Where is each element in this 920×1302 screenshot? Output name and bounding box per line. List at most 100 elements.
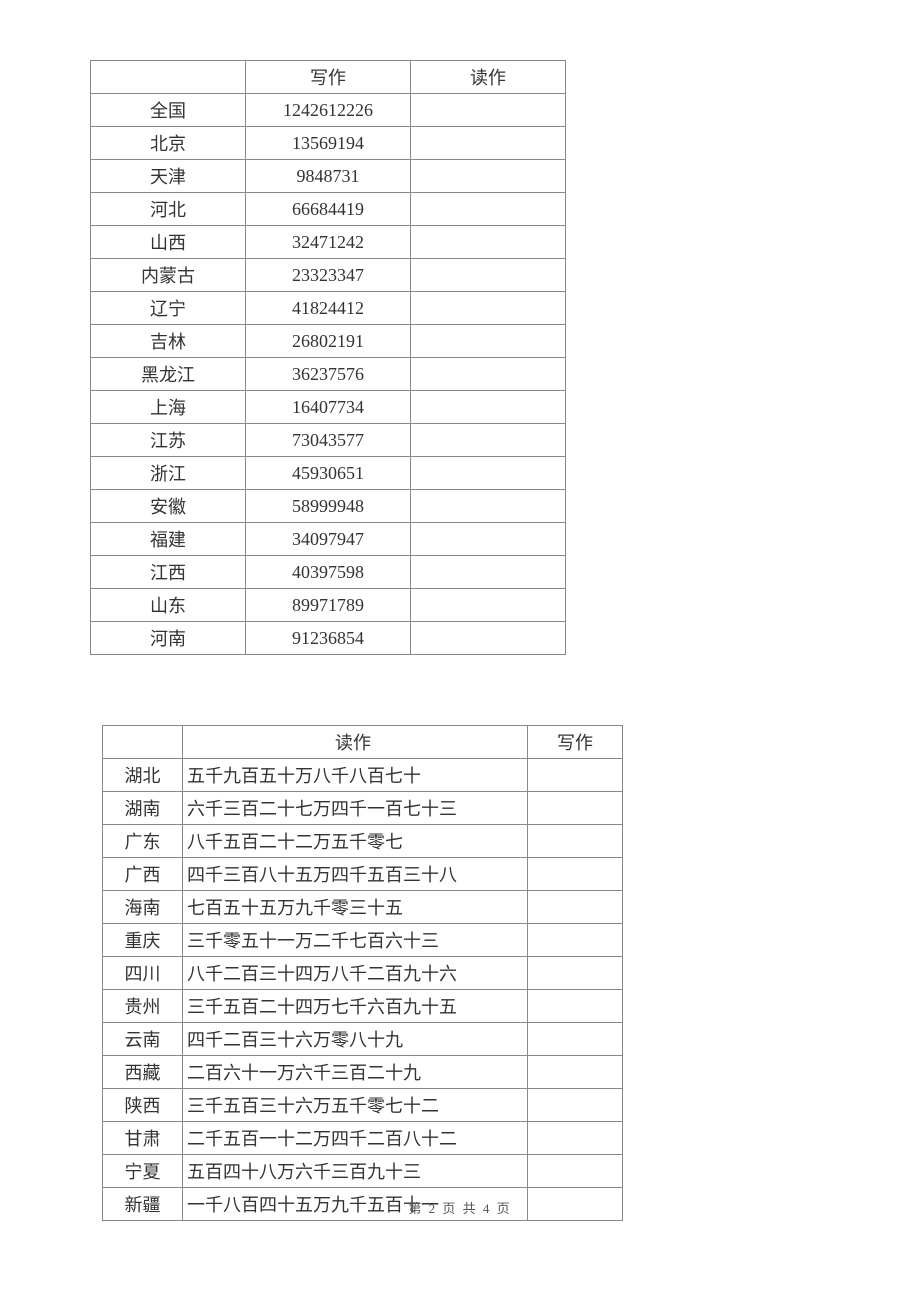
- read-value: [411, 523, 566, 556]
- read-value: 三千五百三十六万五千零七十二: [183, 1089, 528, 1122]
- region-label: 全国: [91, 94, 246, 127]
- region-label: 河北: [91, 193, 246, 226]
- read-value: [411, 94, 566, 127]
- write-value: [528, 1023, 623, 1056]
- read-value: [411, 358, 566, 391]
- write-value: [528, 957, 623, 990]
- table-row: 河北66684419: [91, 193, 566, 226]
- write-value: [528, 825, 623, 858]
- region-label: 河南: [91, 622, 246, 655]
- table-header-row: 写作读作: [91, 61, 566, 94]
- region-label: 四川: [103, 957, 183, 990]
- read-value: [411, 622, 566, 655]
- read-value: [411, 391, 566, 424]
- write-value: [528, 858, 623, 891]
- region-label: 湖南: [103, 792, 183, 825]
- read-value: 四千二百三十六万零八十九: [183, 1023, 528, 1056]
- region-label: 广西: [103, 858, 183, 891]
- table-row: 吉林26802191: [91, 325, 566, 358]
- table-row: 辽宁41824412: [91, 292, 566, 325]
- region-label: 山东: [91, 589, 246, 622]
- table-row: 天津9848731: [91, 160, 566, 193]
- region-label: 贵州: [103, 990, 183, 1023]
- read-value: [411, 424, 566, 457]
- table-row: 贵州三千五百二十四万七千六百九十五: [103, 990, 623, 1023]
- table-row: 西藏二百六十一万六千三百二十九: [103, 1056, 623, 1089]
- write-value: 34097947: [246, 523, 411, 556]
- region-label: 宁夏: [103, 1155, 183, 1188]
- write-value: 36237576: [246, 358, 411, 391]
- table-row: 江苏73043577: [91, 424, 566, 457]
- read-value: [411, 457, 566, 490]
- write-value: 26802191: [246, 325, 411, 358]
- write-value: 1242612226: [246, 94, 411, 127]
- write-value: [528, 924, 623, 957]
- header-cell-blank: [91, 61, 246, 94]
- table-row: 湖南六千三百二十七万四千一百七十三: [103, 792, 623, 825]
- read-value: [411, 127, 566, 160]
- region-label: 天津: [91, 160, 246, 193]
- region-label: 浙江: [91, 457, 246, 490]
- read-value: 五千九百五十万八千八百七十: [183, 759, 528, 792]
- region-label: 黑龙江: [91, 358, 246, 391]
- read-value: 三千零五十一万二千七百六十三: [183, 924, 528, 957]
- read-value: [411, 160, 566, 193]
- region-label: 安徽: [91, 490, 246, 523]
- table-row: 山东89971789: [91, 589, 566, 622]
- write-value: 91236854: [246, 622, 411, 655]
- write-value: 32471242: [246, 226, 411, 259]
- write-value: [528, 1056, 623, 1089]
- region-label: 甘肃: [103, 1122, 183, 1155]
- table-row: 重庆三千零五十一万二千七百六十三: [103, 924, 623, 957]
- region-label: 云南: [103, 1023, 183, 1056]
- write-value: 41824412: [246, 292, 411, 325]
- read-value: [411, 193, 566, 226]
- table-header-row: 读作写作: [103, 726, 623, 759]
- region-label: 重庆: [103, 924, 183, 957]
- read-value: 八千二百三十四万八千二百九十六: [183, 957, 528, 990]
- table-row: 广东八千五百二十二万五千零七: [103, 825, 623, 858]
- region-label: 上海: [91, 391, 246, 424]
- read-value: 二百六十一万六千三百二十九: [183, 1056, 528, 1089]
- header-cell-blank: [103, 726, 183, 759]
- read-value: 五百四十八万六千三百九十三: [183, 1155, 528, 1188]
- write-value: 9848731: [246, 160, 411, 193]
- read-value: [411, 325, 566, 358]
- read-value: 七百五十五万九千零三十五: [183, 891, 528, 924]
- write-value: [528, 1122, 623, 1155]
- region-label: 吉林: [91, 325, 246, 358]
- table-row: 安徽58999948: [91, 490, 566, 523]
- region-label: 陕西: [103, 1089, 183, 1122]
- region-label: 江苏: [91, 424, 246, 457]
- table-row: 浙江45930651: [91, 457, 566, 490]
- header-cell-write: 写作: [246, 61, 411, 94]
- header-cell-read: 读作: [183, 726, 528, 759]
- table-row: 内蒙古23323347: [91, 259, 566, 292]
- table-row: 黑龙江36237576: [91, 358, 566, 391]
- write-value: 13569194: [246, 127, 411, 160]
- table-row: 上海16407734: [91, 391, 566, 424]
- write-value: 66684419: [246, 193, 411, 226]
- region-label: 湖北: [103, 759, 183, 792]
- write-value: 45930651: [246, 457, 411, 490]
- region-label: 福建: [91, 523, 246, 556]
- table-row: 江西40397598: [91, 556, 566, 589]
- region-label: 海南: [103, 891, 183, 924]
- table-row: 湖北五千九百五十万八千八百七十: [103, 759, 623, 792]
- region-label: 内蒙古: [91, 259, 246, 292]
- write-value: 40397598: [246, 556, 411, 589]
- table-row: 甘肃二千五百一十二万四千二百八十二: [103, 1122, 623, 1155]
- read-value: 四千三百八十五万四千五百三十八: [183, 858, 528, 891]
- read-value: [411, 226, 566, 259]
- table-row: 广西四千三百八十五万四千五百三十八: [103, 858, 623, 891]
- table-row: 云南四千二百三十六万零八十九: [103, 1023, 623, 1056]
- write-value: 16407734: [246, 391, 411, 424]
- read-value: [411, 259, 566, 292]
- header-cell-read: 读作: [411, 61, 566, 94]
- region-label: 山西: [91, 226, 246, 259]
- write-value: 89971789: [246, 589, 411, 622]
- read-value: [411, 556, 566, 589]
- table-row: 全国1242612226: [91, 94, 566, 127]
- read-value: [411, 292, 566, 325]
- write-value: [528, 792, 623, 825]
